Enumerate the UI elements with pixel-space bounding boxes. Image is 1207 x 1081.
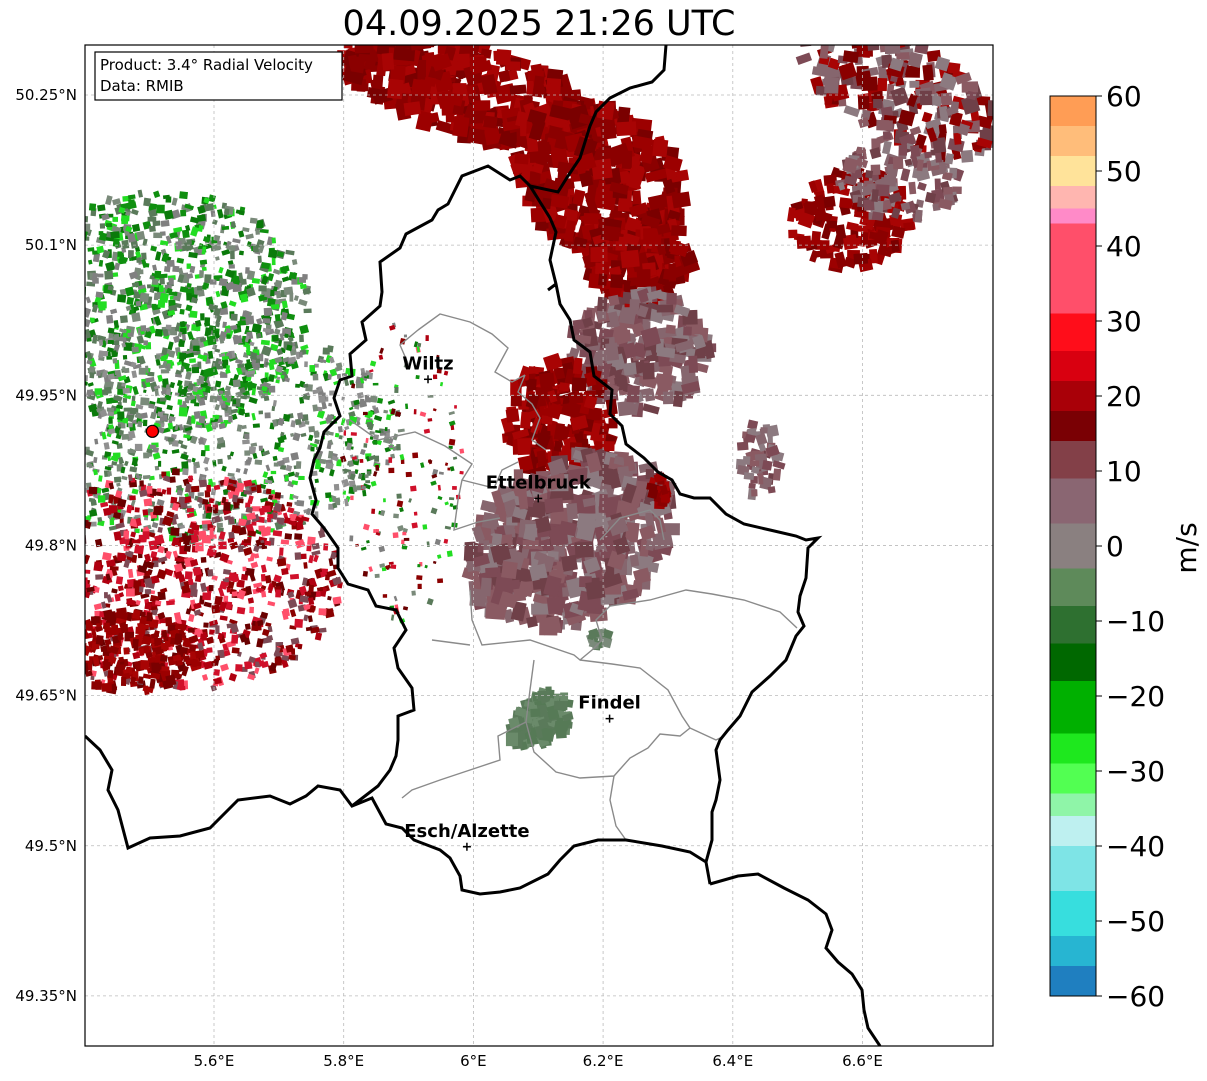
city-marker: Ettelbruck [486,472,592,503]
map-title: 04.09.2025 21:26 UTC [342,4,736,44]
radar-echo-layer [85,45,993,751]
echo-cluster [85,319,405,544]
colorbar-segment [1050,126,1096,157]
lon-tick-label: 6°E [460,1052,487,1070]
lat-tick-label: 49.65°N [15,687,77,705]
lat-tick-label: 49.5°N [25,837,77,855]
lat-tick-label: 50.25°N [15,86,77,104]
lon-tick-label: 5.8°E [323,1052,364,1070]
colorbar-tick-label: 50 [1106,155,1142,188]
lon-tick-label: 6.2°E [583,1052,624,1070]
canton-borders [349,313,798,841]
colorbar-tick-label: 60 [1106,80,1142,113]
border-layer [85,45,882,1046]
colorbar-segment [1050,96,1096,127]
radar-site-marker [145,424,159,438]
city-label: Esch/Alzette [404,821,529,842]
colorbar-tick-label: 20 [1106,380,1142,413]
colorbar-tick-label: −30 [1106,755,1165,788]
colorbar-segment [1050,156,1096,187]
colorbar-segment [1050,606,1096,644]
colorbar: 60 50 40 30 20 10 0 −10 −20 −30 −40 −50 −60 [1049,80,1165,1013]
latitude-labels: 50.25°N 50.1°N 49.95°N 49.8°N 49.65°N 49.5°N 4… [15,86,77,1005]
colorbar-segment [1050,966,1096,997]
colorbar-segment [1050,478,1096,524]
city-label: Wiltz [402,353,453,374]
echo-cluster [735,419,786,501]
colorbar-tick-label: −40 [1106,830,1165,863]
colorbar-segment [1050,208,1096,224]
colorbar-unit: m/s [1170,522,1203,573]
lat-tick-label: 49.35°N [15,987,77,1005]
colorbar-segment [1050,846,1096,892]
colorbar-segment [1050,793,1096,817]
colorbar-tick-label: −50 [1106,905,1165,938]
city-marker: Findel [578,693,641,723]
lon-tick-label: 5.6°E [194,1052,235,1070]
colorbar-segment [1050,351,1096,382]
colorbar-segment [1050,936,1096,967]
colorbar-segment [1050,816,1096,847]
lon-tick-label: 6.4°E [712,1052,753,1070]
colorbar-segment [1050,763,1096,794]
echo-cluster [85,189,312,435]
lon-tick-label: 6.6°E [842,1052,883,1070]
lat-tick-label: 49.95°N [15,386,77,404]
colorbar-segment [1050,523,1096,569]
echo-cluster [835,138,965,223]
echo-cluster [505,686,574,751]
colorbar-segment [1050,411,1096,442]
colorbar-segment [1050,568,1096,607]
colorbar-tick-label: 0 [1106,530,1124,563]
national-border [85,45,882,1046]
city-label: Findel [578,693,641,714]
colorbar-segment [1050,313,1096,352]
colorbar-tick-label: −20 [1106,680,1165,713]
longitude-labels: 5.6°E 5.8°E 6°E 6.2°E 6.4°E 6.6°E [194,1052,883,1070]
city-marker: Wiltz [402,353,454,384]
colorbar-tick-label: 40 [1106,230,1142,263]
colorbar-segment [1050,223,1096,314]
colorbar-tick-label: 10 [1106,455,1142,488]
colorbar-segment [1050,643,1096,682]
echo-cluster [586,628,614,651]
plot-frame [84,44,994,1047]
colorbar-segment [1050,733,1096,764]
echo-cluster [340,322,465,624]
info-box: Product: 3.4° Radial Velocity Data: RMIB [94,51,343,101]
city-markers: Wiltz Ettelbruck Findel Esch/Alzette [402,353,641,851]
colorbar-segment [1050,186,1096,209]
echo-cluster [85,607,205,696]
colorbar-tick-label: 30 [1106,305,1142,338]
colorbar-segment [1050,681,1096,734]
lat-tick-label: 50.1°N [25,236,77,254]
product-label: Product: 3.4° Radial Velocity [100,56,313,74]
colorbar-segment [1050,441,1096,479]
colorbar-segment [1050,891,1096,937]
lat-tick-label: 49.8°N [25,536,77,554]
city-label: Ettelbruck [486,472,592,493]
echo-cluster [795,45,993,163]
colorbar-tick-label: −10 [1106,605,1165,638]
colorbar-segment [1050,381,1096,412]
data-source-label: Data: RMIB [100,77,184,95]
city-marker: Esch/Alzette [404,821,530,851]
colorbar-tick-label: −60 [1106,980,1165,1013]
